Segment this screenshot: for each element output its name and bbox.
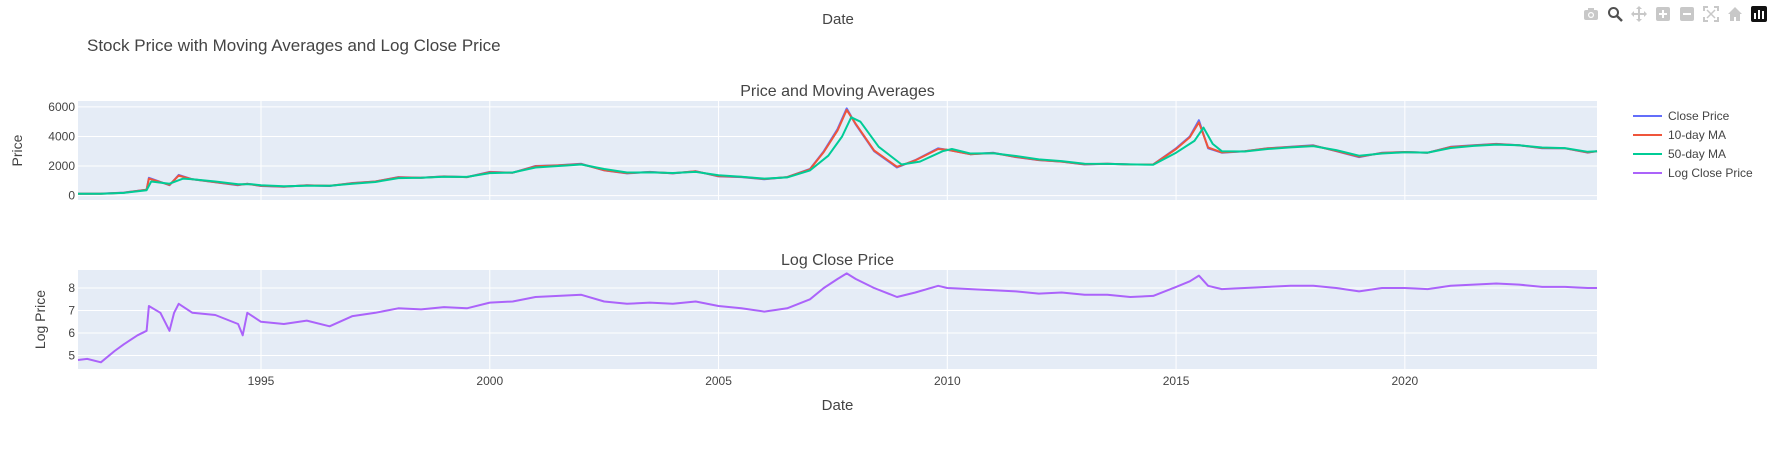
plotly-logo-icon[interactable] xyxy=(1750,5,1768,23)
y-axis-label: Log Price xyxy=(32,290,48,349)
home-icon[interactable] xyxy=(1726,5,1744,23)
y-tick-label: 7 xyxy=(68,304,75,318)
zoom-in-icon[interactable] xyxy=(1654,5,1672,23)
y-tick-label: 6 xyxy=(68,326,75,340)
chart-title: Stock Price with Moving Averages and Log… xyxy=(87,36,501,55)
subplot-title: Price and Moving Averages xyxy=(740,83,934,100)
y-tick-label: 0 xyxy=(68,189,75,203)
camera-icon[interactable] xyxy=(1582,5,1600,23)
series-line-50-day-ma[interactable] xyxy=(78,116,1598,195)
y-tick-label: 8 xyxy=(68,281,75,295)
series-line-log-close-price[interactable] xyxy=(77,272,1597,364)
x-tick-label: 2020 xyxy=(1391,374,1418,388)
x-tick-label: 2010 xyxy=(934,374,961,388)
x-tick-label: 1995 xyxy=(248,374,275,388)
legend-label: Log Close Price xyxy=(1668,166,1753,180)
x-tick-label: 2005 xyxy=(705,374,732,388)
x-tick-label: 2015 xyxy=(1163,374,1190,388)
x-axis-label: Date xyxy=(822,397,854,414)
y-tick-label: 4000 xyxy=(48,129,75,143)
modebar xyxy=(1582,5,1768,23)
y-tick-label: 6000 xyxy=(48,100,75,114)
plot-area-1[interactable] xyxy=(78,270,1597,369)
legend-label: 50-day MA xyxy=(1668,147,1726,161)
plot-area-0[interactable] xyxy=(78,101,1597,200)
zoom-icon[interactable] xyxy=(1606,5,1624,23)
zoom-out-icon[interactable] xyxy=(1678,5,1696,23)
legend-item[interactable]: Log Close Price xyxy=(1633,166,1753,180)
x-tick-label: 2000 xyxy=(476,374,503,388)
legend-label: 10-day MA xyxy=(1668,128,1726,142)
legend-item[interactable]: Close Price xyxy=(1633,109,1730,123)
autoscale-icon[interactable] xyxy=(1702,5,1720,23)
y-axis-label: Price xyxy=(9,134,25,166)
y-tick-label: 5 xyxy=(68,349,75,363)
legend-item[interactable]: 50-day MA xyxy=(1633,147,1726,161)
legend-label: Close Price xyxy=(1668,109,1730,123)
top-x-axis-label: Date xyxy=(822,11,854,28)
legend: Close Price 10-day MA 50-day MA Log Close P… xyxy=(1633,109,1753,180)
pan-icon[interactable] xyxy=(1630,5,1648,23)
legend-item[interactable]: 10-day MA xyxy=(1633,128,1726,142)
y-tick-label: 2000 xyxy=(48,159,75,173)
subplot-title: Log Close Price xyxy=(781,252,894,269)
